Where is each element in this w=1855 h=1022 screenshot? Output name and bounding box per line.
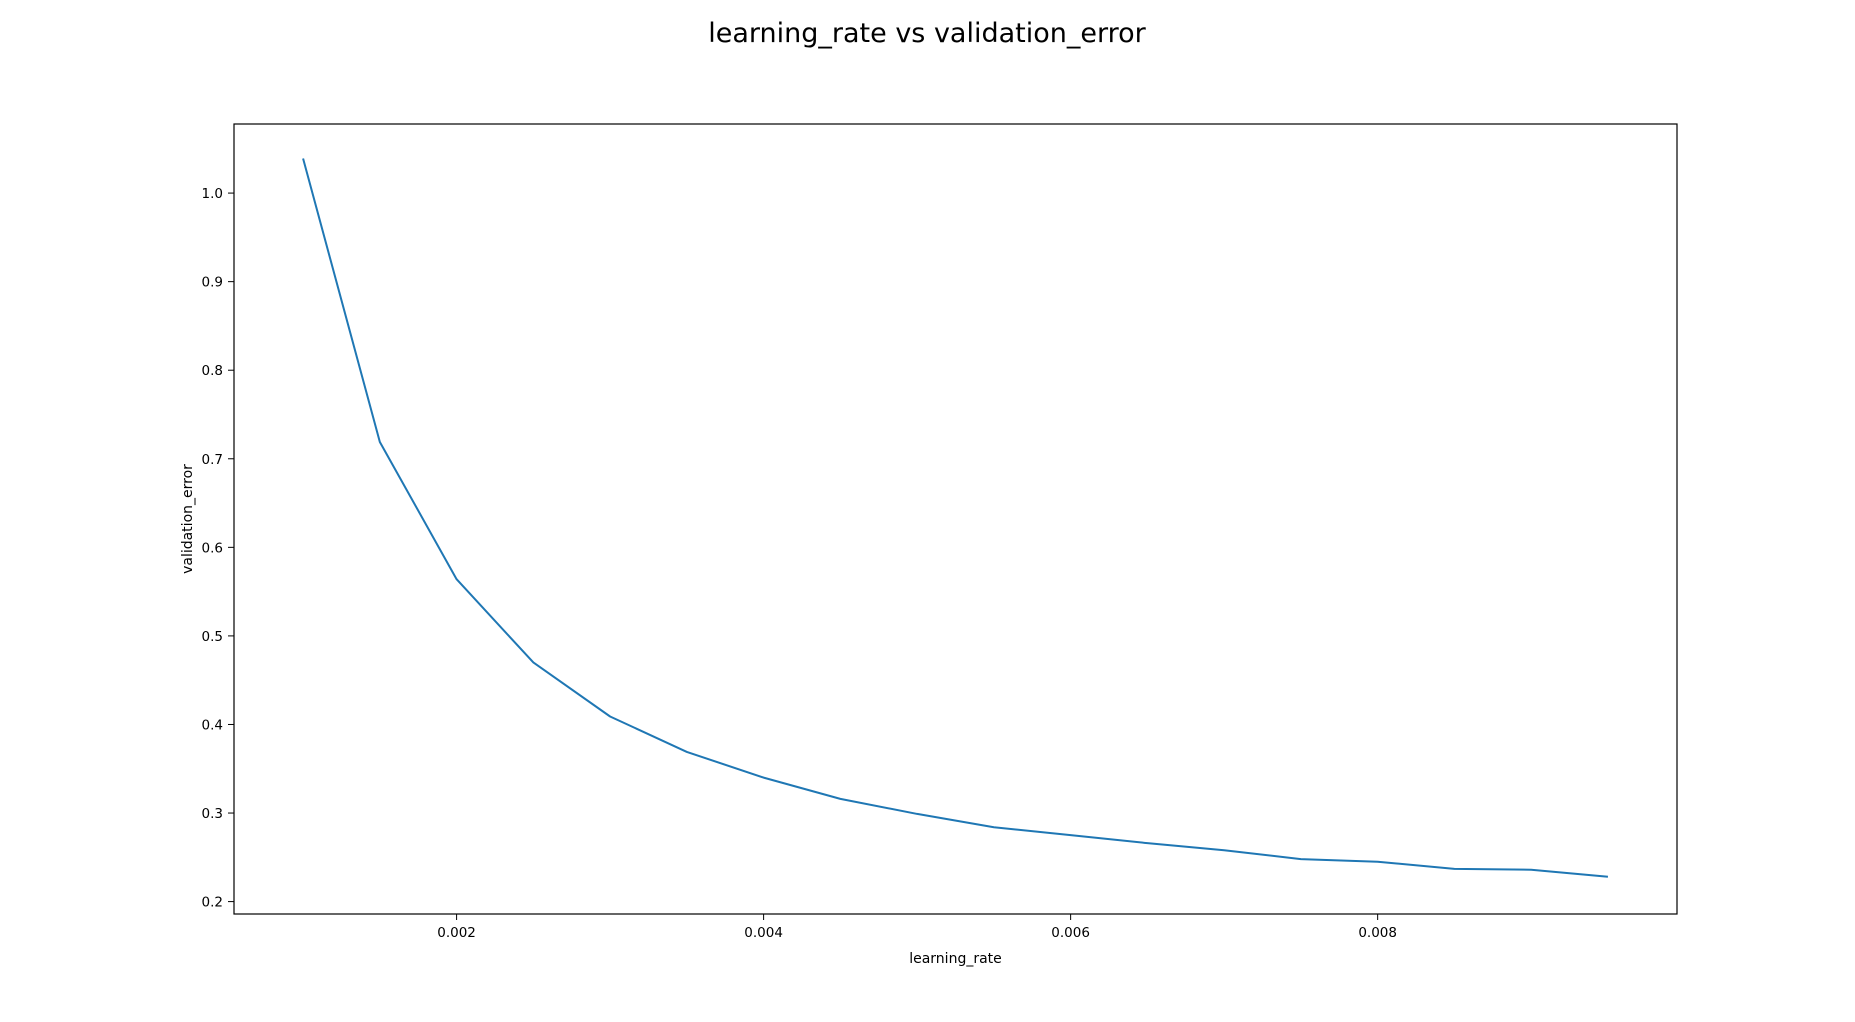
- series-line: [302, 158, 1609, 878]
- x-axis-label: learning_rate: [909, 951, 1002, 967]
- x-tick-label: 0.002: [437, 925, 476, 941]
- x-tick-label: 0.008: [1358, 925, 1397, 941]
- y-tick-label: 0.7: [202, 452, 223, 468]
- x-tick-label: 0.004: [744, 925, 783, 941]
- y-tick-label: 0.6: [202, 540, 223, 556]
- x-axis: 0.002 0.004 0.006 0.008: [437, 914, 1397, 941]
- y-tick-label: 0.5: [202, 629, 223, 645]
- plot-area: [302, 158, 1609, 878]
- y-tick-label: 1.0: [202, 186, 223, 202]
- y-tick-label: 0.9: [202, 275, 223, 291]
- y-tick-label: 0.8: [202, 363, 223, 379]
- y-axis: 0.2 0.3 0.4 0.5 0.6 0.7 0.8 0.9 1.0: [202, 186, 234, 911]
- y-axis-label: validation_error: [180, 464, 196, 574]
- chart-title: learning_rate vs validation_error: [708, 18, 1146, 49]
- plot-frame: [233, 123, 1678, 915]
- y-tick-label: 0.2: [202, 895, 223, 911]
- y-tick-label: 0.3: [202, 806, 223, 822]
- y-tick-label: 0.4: [202, 717, 223, 733]
- x-tick-label: 0.006: [1051, 925, 1090, 941]
